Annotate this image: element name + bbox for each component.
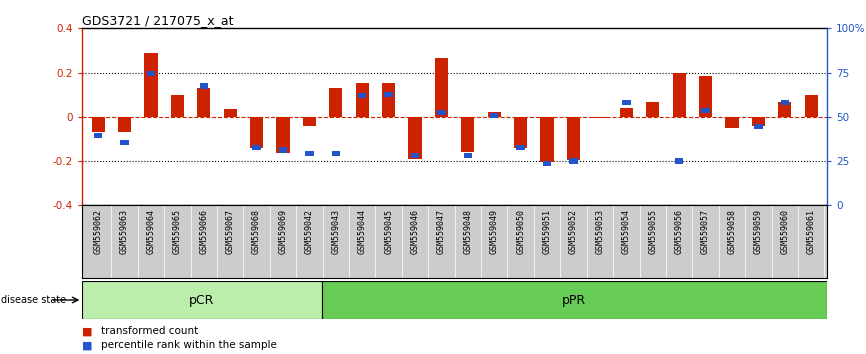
Text: GSM559062: GSM559062 xyxy=(94,209,102,254)
Bar xyxy=(701,108,710,113)
Text: GSM559054: GSM559054 xyxy=(622,209,630,254)
Text: GSM559066: GSM559066 xyxy=(199,209,208,254)
Bar xyxy=(675,159,683,164)
Bar xyxy=(780,100,789,105)
Bar xyxy=(409,117,422,159)
Text: GSM559057: GSM559057 xyxy=(701,209,710,254)
Text: GSM559063: GSM559063 xyxy=(120,209,129,254)
Text: pPR: pPR xyxy=(562,293,586,307)
Bar xyxy=(223,109,236,117)
Text: ■: ■ xyxy=(82,326,93,336)
Bar xyxy=(329,88,342,117)
Bar xyxy=(699,76,712,117)
Bar xyxy=(543,161,552,166)
Bar xyxy=(197,88,210,117)
Bar xyxy=(146,71,155,76)
Bar xyxy=(646,102,659,117)
Bar xyxy=(145,53,158,117)
Text: GSM559068: GSM559068 xyxy=(252,209,261,254)
Bar xyxy=(779,102,792,117)
Text: GSM559060: GSM559060 xyxy=(780,209,789,254)
Bar xyxy=(321,281,827,319)
Bar xyxy=(726,117,739,128)
Text: ■: ■ xyxy=(82,341,93,350)
Bar xyxy=(305,151,313,156)
Bar xyxy=(94,133,102,138)
Text: GSM559053: GSM559053 xyxy=(596,209,604,254)
Bar xyxy=(567,117,580,160)
Text: percentile rank within the sample: percentile rank within the sample xyxy=(101,341,277,350)
Bar xyxy=(82,281,321,319)
Bar xyxy=(382,82,395,117)
Bar xyxy=(120,139,129,145)
Text: GSM559048: GSM559048 xyxy=(463,209,472,254)
Text: GSM559052: GSM559052 xyxy=(569,209,578,254)
Bar xyxy=(250,117,263,148)
Bar xyxy=(437,110,446,115)
Text: GSM559058: GSM559058 xyxy=(727,209,736,254)
Bar xyxy=(199,83,208,88)
Bar xyxy=(276,117,289,153)
Text: GSM559065: GSM559065 xyxy=(173,209,182,254)
Bar xyxy=(463,153,472,158)
Text: GSM559045: GSM559045 xyxy=(385,209,393,254)
Bar xyxy=(516,145,525,150)
Text: GSM559050: GSM559050 xyxy=(516,209,525,254)
Bar xyxy=(805,95,818,117)
Bar xyxy=(754,124,763,130)
Bar xyxy=(171,95,184,117)
Text: GSM559044: GSM559044 xyxy=(358,209,366,254)
Text: disease state: disease state xyxy=(1,295,66,305)
Text: GSM559069: GSM559069 xyxy=(279,209,288,254)
Bar xyxy=(620,108,633,117)
Text: GSM559055: GSM559055 xyxy=(649,209,657,254)
Bar xyxy=(569,159,578,164)
Bar xyxy=(410,153,419,158)
Text: GSM559064: GSM559064 xyxy=(146,209,155,254)
Text: pCR: pCR xyxy=(190,293,215,307)
Bar xyxy=(540,117,553,162)
Bar xyxy=(462,117,475,152)
Text: GSM559042: GSM559042 xyxy=(305,209,313,254)
Bar xyxy=(490,113,499,118)
Text: GSM559047: GSM559047 xyxy=(437,209,446,254)
Bar xyxy=(332,151,340,156)
Bar xyxy=(303,117,316,126)
Bar xyxy=(593,117,606,118)
Bar xyxy=(279,147,288,153)
Bar xyxy=(356,82,369,117)
Bar xyxy=(488,113,501,117)
Text: GSM559043: GSM559043 xyxy=(332,209,340,254)
Bar xyxy=(435,58,448,117)
Text: GSM559067: GSM559067 xyxy=(226,209,235,254)
Text: GSM559046: GSM559046 xyxy=(410,209,419,254)
Text: GSM559061: GSM559061 xyxy=(807,209,816,254)
Text: GSM559059: GSM559059 xyxy=(754,209,763,254)
Bar xyxy=(252,145,261,150)
Text: GDS3721 / 217075_x_at: GDS3721 / 217075_x_at xyxy=(82,14,234,27)
Bar xyxy=(673,73,686,117)
Text: GSM559051: GSM559051 xyxy=(543,209,552,254)
Bar xyxy=(358,93,366,98)
Bar xyxy=(752,117,765,126)
Text: GSM559056: GSM559056 xyxy=(675,209,683,254)
Bar xyxy=(514,117,527,148)
Text: transformed count: transformed count xyxy=(101,326,198,336)
Bar xyxy=(622,100,630,105)
Bar xyxy=(385,92,393,97)
Bar xyxy=(118,117,131,132)
Text: GSM559049: GSM559049 xyxy=(490,209,499,254)
Bar xyxy=(92,117,105,132)
